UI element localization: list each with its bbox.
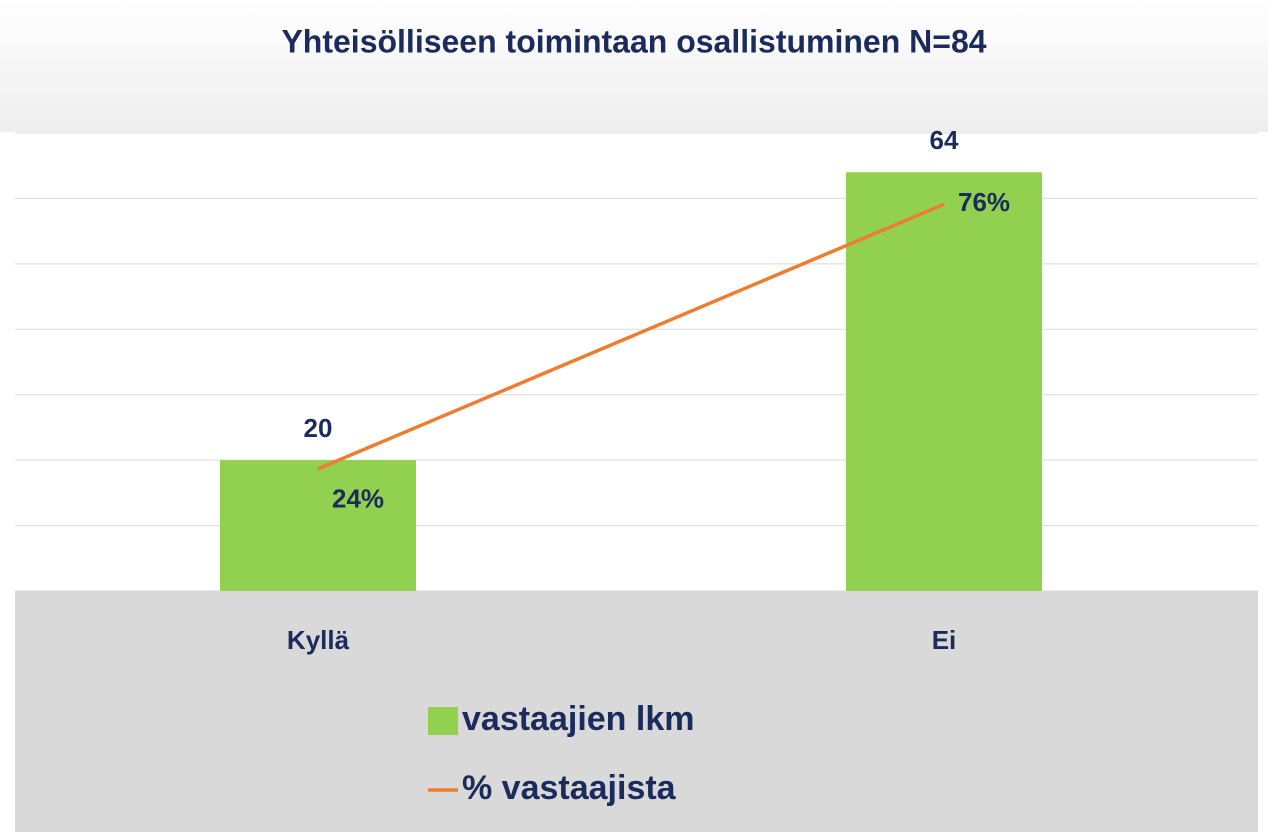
bar — [846, 172, 1042, 591]
chart-title: Yhteisölliseen toimintaan osallistuminen… — [281, 23, 986, 59]
axis-legend-area — [15, 591, 1258, 832]
data-label: 64 — [930, 125, 959, 155]
title-area — [0, 0, 1268, 132]
x-tick-label: Kyllä — [287, 625, 350, 655]
line — [317, 202, 945, 471]
legend-swatch — [428, 707, 458, 735]
data-label: 20 — [304, 413, 333, 443]
x-tick-label: Ei — [932, 625, 957, 655]
plot-area — [15, 132, 1258, 591]
bar — [220, 460, 416, 591]
data-label: 76% — [958, 187, 1010, 217]
data-label: 24% — [332, 484, 384, 514]
legend-label: vastaajien lkm — [462, 700, 694, 738]
legend-label: % vastaajista — [462, 769, 677, 807]
